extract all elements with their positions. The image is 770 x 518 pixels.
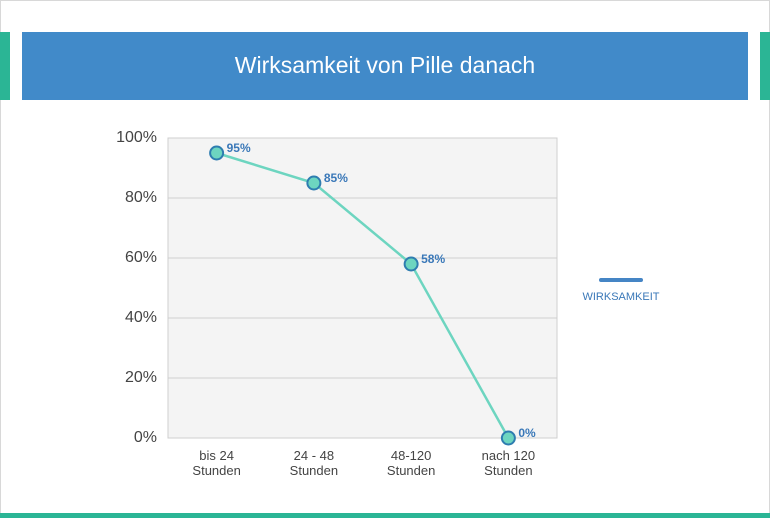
x-tick-label: bis 24 Stunden <box>192 448 240 478</box>
legend-label: WIRKSAMKEIT <box>582 291 659 303</box>
x-tick-line: Stunden <box>387 463 435 478</box>
y-tick-label: 80% <box>125 189 157 206</box>
x-tick-line: bis 24 <box>199 448 234 463</box>
side-bar <box>760 32 770 100</box>
data-label: 58% <box>421 252 445 266</box>
marker <box>306 175 322 191</box>
title-bar <box>22 32 748 100</box>
side-bar <box>0 32 10 100</box>
x-tick-line: Stunden <box>484 463 532 478</box>
bottom-bar <box>0 513 770 518</box>
marker <box>500 430 516 446</box>
plot-area <box>167 137 558 439</box>
x-tick-line: nach 120 <box>482 448 536 463</box>
marker <box>403 256 419 272</box>
data-label: 0% <box>518 426 536 440</box>
y-tick-label: 20% <box>125 369 157 386</box>
data-label: 85% <box>324 171 348 185</box>
x-tick-label: 24 - 48 Stunden <box>290 448 338 478</box>
y-tick-label: 60% <box>125 249 157 266</box>
x-tick-line: Stunden <box>290 463 338 478</box>
y-tick-label: 0% <box>134 429 157 446</box>
x-tick-line: 48-120 <box>391 448 431 463</box>
x-tick-label: nach 120 Stunden <box>482 448 536 478</box>
x-tick-label: 48-120 Stunden <box>387 448 435 478</box>
y-tick-label: 100% <box>116 129 157 146</box>
data-label: 95% <box>227 141 251 155</box>
x-tick-line: Stunden <box>192 463 240 478</box>
marker <box>209 145 225 161</box>
y-tick-label: 40% <box>125 309 157 326</box>
line <box>216 151 510 439</box>
chart-title: Wirksamkeit von Pille danach <box>235 52 535 78</box>
x-tick-line: 24 - 48 <box>294 448 334 463</box>
